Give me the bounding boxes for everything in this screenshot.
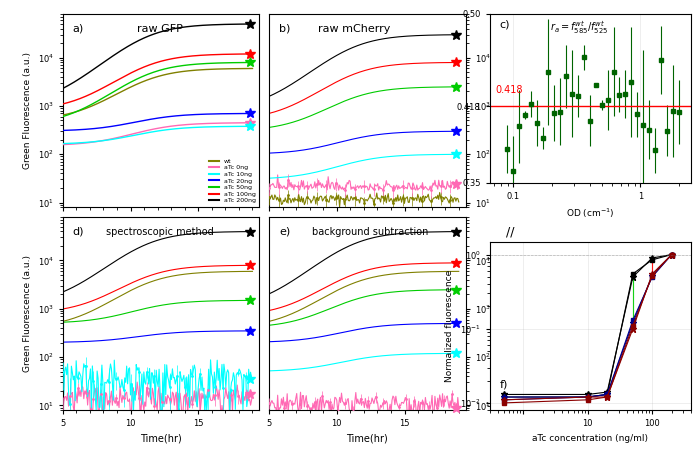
Legend: wt, aTc 0ng, aTc 10ng, aTc 20ng, aTc 50ng, aTc 100ng, aTc 200ng: wt, aTc 0ng, aTc 10ng, aTc 20ng, aTc 50n… xyxy=(207,156,258,206)
X-axis label: Time(hr): Time(hr) xyxy=(346,434,388,444)
Text: b): b) xyxy=(279,24,290,34)
Text: d): d) xyxy=(73,226,84,237)
Y-axis label: Normalized fluorescence: Normalized fluorescence xyxy=(445,270,454,382)
Text: e): e) xyxy=(279,226,290,237)
X-axis label: OD (cm$^{-1}$): OD (cm$^{-1}$) xyxy=(566,206,614,219)
X-axis label: Time(hr): Time(hr) xyxy=(140,434,182,444)
X-axis label: aTc concentration (ng/ml): aTc concentration (ng/ml) xyxy=(533,434,648,443)
Y-axis label: Red fluorescence (a.u.): Red fluorescence (a.u.) xyxy=(496,58,505,163)
Text: background subtraction: background subtraction xyxy=(312,226,429,237)
Text: c): c) xyxy=(500,19,510,29)
Text: raw GFP: raw GFP xyxy=(138,24,184,34)
Y-axis label: Green Fluorescence (a.u.): Green Fluorescence (a.u.) xyxy=(23,255,32,372)
Text: f): f) xyxy=(500,380,508,390)
Text: //: // xyxy=(505,225,514,238)
Text: 0.418: 0.418 xyxy=(496,85,524,95)
Y-axis label: Green Fluorescence (a.u.): Green Fluorescence (a.u.) xyxy=(23,52,32,169)
Text: raw mCherry: raw mCherry xyxy=(318,24,391,34)
Text: $r_a = f^{wt}_{585}/f^{wt}_{525}$: $r_a = f^{wt}_{585}/f^{wt}_{525}$ xyxy=(550,19,609,36)
Text: a): a) xyxy=(73,24,84,34)
Text: spectroscopic method: spectroscopic method xyxy=(106,226,214,237)
